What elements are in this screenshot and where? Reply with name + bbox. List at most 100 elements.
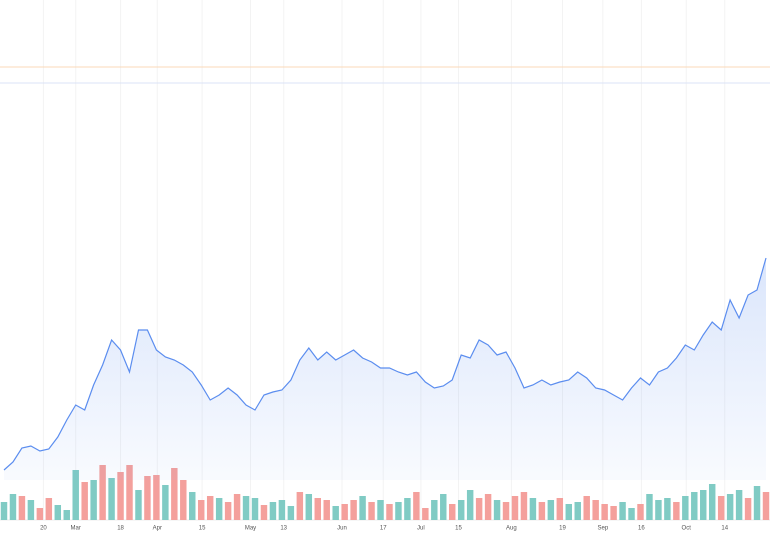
volume-bar [386,504,393,520]
volume-bar [619,502,626,520]
volume-bar [224,502,232,520]
volume-bar [538,502,546,520]
volume-bar [251,498,259,520]
volume-bar [162,485,169,520]
volume-bar [197,500,205,520]
x-tick-label: Mar [71,526,81,532]
volume-bar [305,494,313,520]
area [4,258,766,480]
volume-bar [9,494,17,520]
volume-bar [637,504,644,520]
volume-bar [574,502,581,520]
volume-bar [449,504,456,520]
volume-bar [646,494,653,520]
volume-bar [628,508,635,520]
volume-bar [682,496,689,520]
volume-bar [72,470,79,520]
volume-bar [36,508,44,520]
volume-bar [153,475,160,520]
volume-bar [422,508,429,520]
volume-bar [431,500,438,520]
volume-bar [171,468,178,520]
volume-bar [126,465,133,520]
volume-bar [0,502,8,520]
volume-bar [601,504,608,520]
volume-bar [547,500,555,520]
x-tick-label: 16 [638,526,645,532]
volume-bar [332,506,339,520]
x-tick-label: 18 [117,526,124,532]
volume-bar [404,498,411,520]
volume-bar [81,482,88,520]
volume-bar [45,498,53,520]
volume-bar [592,500,599,520]
volume-bar [242,496,250,520]
volume-bar [108,478,115,520]
x-tick-label: 15 [199,526,206,532]
x-tick-label: 19 [559,526,566,532]
volume-bar [18,496,26,520]
price-line [3,257,767,471]
volume-bar [287,506,295,520]
volume-bar [673,502,680,520]
x-tick-label: Jul [417,526,425,532]
volume-bar [717,496,725,520]
volume-bar [413,492,420,520]
volume-bar [206,496,214,520]
x-tick-label: 14 [721,526,728,532]
volume-bar [296,492,304,520]
volume-bar [99,465,106,520]
volume-bar [753,486,761,520]
volume-bar [368,502,375,520]
volume-bar [350,500,357,520]
volume-bar [341,504,348,520]
volume-bar [511,496,519,520]
x-tick-label: 13 [280,526,287,532]
volume-bar [744,498,752,520]
x-tick-label: Oct [682,526,692,532]
volume-bar [664,498,671,520]
volume-bar [233,494,241,520]
x-tick-label: 20 [40,526,47,532]
volume-bar [762,492,770,520]
volume-bar [63,510,70,520]
x-tick-label: Jun [337,526,347,532]
volume-bar [189,492,196,520]
volume-bar [395,502,402,520]
volume-bar [466,490,474,520]
volume-bar [117,472,124,520]
volume-bar [556,498,564,520]
volume-bar [691,492,698,520]
volume-bar [27,500,35,520]
volume-bar [475,498,483,520]
x-tick-label: Aug [506,526,517,532]
volume-bar [269,502,277,520]
volume-bar [260,505,268,520]
volume-bar [457,500,465,520]
volume-bar [135,490,142,520]
x-tick-label: 15 [455,526,462,532]
volume-bar [735,490,743,520]
volume-bar [529,498,537,520]
volume-bar [180,480,187,520]
x-tick-label: Sep [597,526,608,532]
volume-bar [484,494,492,520]
volume-bar [565,504,573,520]
volume-bar [493,500,501,520]
volume-bar [700,490,707,520]
volume-bar [323,500,330,520]
x-tick-label: Apr [153,526,162,532]
volume-bar [278,500,286,520]
volume-bar [502,502,510,520]
volume-bar [726,494,734,520]
volume-bar [610,506,617,520]
volume-bar [90,480,97,520]
volume-bar [359,496,366,520]
volume-bar [655,500,662,520]
volume-bar [708,484,716,520]
x-tick-label: May [245,526,256,532]
volume-bar [54,505,62,520]
volume-bar [144,476,151,520]
volume-bar [215,498,223,520]
